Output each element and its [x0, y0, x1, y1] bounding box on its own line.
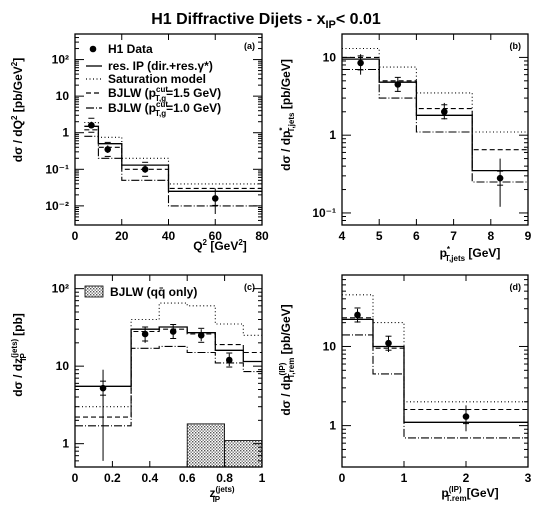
legend-label-bjlw10: BJLW (pcut T,g=1.0 GeV): [108, 100, 221, 118]
x-tick-label: 0.8: [216, 471, 233, 485]
x-tick-label: 6: [413, 229, 420, 243]
x-tick-label: 4: [339, 229, 346, 243]
y-tick-label: 1: [62, 126, 69, 140]
y-tick-label: 10⁻¹: [45, 162, 69, 176]
data-point: [354, 311, 361, 319]
x-tick-label: 1: [259, 471, 266, 485]
data-point: [141, 330, 149, 338]
data-point: [141, 165, 149, 173]
histogram-dotted: [84, 121, 262, 185]
x-tick-label: 0.6: [179, 471, 196, 485]
legend-label-data: H1 Data: [108, 42, 153, 56]
y-tick-label: 10: [56, 359, 70, 373]
x-tick-label: 0.4: [141, 471, 158, 485]
data-point: [211, 195, 219, 202]
legend-swatch-qq: [84, 285, 104, 298]
y-tick-label: 10²: [52, 53, 69, 67]
panel-label-c: (c): [244, 282, 255, 292]
data-point: [496, 174, 504, 182]
x-tick-label: 1: [401, 471, 408, 485]
panel-label-d: (d): [510, 282, 522, 292]
data-point: [357, 59, 364, 67]
x-tick-label: 0: [339, 471, 346, 485]
data-point: [394, 81, 402, 88]
x-tick-label: 0: [72, 229, 79, 243]
y-tick-label: 10: [323, 339, 337, 353]
figure-title: H1 Diffractive Dijets - xIP< 0.01: [151, 11, 381, 31]
x-tick-label: 0.2: [104, 471, 121, 485]
histogram-dashed: [342, 317, 528, 411]
legend-label-resip: res. IP (dir.+res.γ*): [108, 59, 213, 73]
histogram-dashed: [342, 56, 528, 151]
xlabel-d: p(IP) T.rem[GeV]: [441, 485, 498, 503]
data-point: [104, 146, 112, 153]
histogram-solid: [84, 125, 262, 192]
x-tick-label: 2: [463, 471, 470, 485]
data-point: [462, 413, 470, 420]
ylabel-a: dσ / dQ2 [pb/GeV2]: [10, 58, 25, 162]
xlabel-c: z(jets) IP: [209, 485, 234, 504]
data-point: [197, 332, 205, 339]
y-tick-label: 1: [62, 437, 69, 451]
histogram-solid: [342, 58, 528, 172]
y-tick-label: 10⁻¹: [312, 206, 336, 220]
histogram-dashed: [75, 328, 262, 418]
ylabel-d: dσ / dp(IP)T,rem [pb/GeV]: [278, 304, 296, 415]
y-tick-label: 10⁻²: [45, 199, 69, 213]
x-tick-label: 8: [487, 229, 494, 243]
xlabel-b: p* T,jets [GeV]: [440, 245, 501, 263]
data-point: [99, 384, 107, 392]
plot-frame-d: [341, 274, 529, 468]
y-tick-label: 10²: [52, 282, 69, 296]
panel-label-b: (b): [510, 41, 522, 51]
qq-only-bin: [224, 440, 263, 468]
data-point: [385, 339, 392, 347]
panel-b: 4 5 6 7 8 9 10 1 10⁻¹ (b): [312, 33, 532, 243]
data-point: [169, 328, 177, 335]
data-point: [441, 108, 448, 116]
x-tick-label: 20: [115, 229, 129, 243]
x-tick-label: 60: [209, 229, 223, 243]
panel-a: 0 20 40 60 80 10² 10 1 10⁻¹ 10⁻² (a): [45, 33, 269, 243]
data-point: [88, 121, 95, 129]
y-tick-label: 1: [329, 128, 336, 142]
histogram-dashdot: [84, 135, 262, 207]
data-point: [225, 356, 233, 364]
plot-frame-b: [341, 33, 529, 226]
y-tick-label: 10: [323, 50, 337, 64]
x-tick-label: 7: [450, 229, 457, 243]
histogram-dotted: [342, 47, 528, 133]
y-tick-label: 10: [56, 89, 70, 103]
x-tick-label: 80: [255, 229, 269, 243]
panel-c: 0 0.2 0.4 0.6 0.8 1 10² 10 1 (c): [52, 274, 266, 485]
histogram-dotted: [342, 294, 528, 403]
x-tick-label: 3: [525, 471, 532, 485]
histogram-dashed: [84, 129, 262, 189]
ylabel-c: dσ / dz(jets)IP [pb]: [10, 313, 28, 397]
x-tick-label: 9: [525, 229, 532, 243]
x-tick-label: 0: [72, 471, 79, 485]
histogram-dashdot: [342, 334, 528, 439]
legend-label-qq: BJLW (qq̄ only): [110, 285, 197, 299]
panel-label-a: (a): [244, 41, 255, 51]
x-tick-label: 40: [162, 229, 176, 243]
y-tick-label: 1: [329, 419, 336, 433]
legend-label-sat: Saturation model: [108, 72, 206, 86]
ylabel-b: dσ / dp*T,jets [pb/GeV]: [278, 59, 296, 171]
histogram-dashdot: [342, 68, 528, 183]
legend: H1 Data res. IP (dir.+res.γ*) Saturation…: [86, 42, 221, 118]
legend-qq: BJLW (qq̄ only): [84, 285, 197, 299]
histogram-dotted: [75, 302, 262, 408]
legend-label-bjlw15: BJLW (pcut T,g=1.5 GeV): [108, 85, 221, 103]
x-tick-label: 5: [376, 229, 383, 243]
histogram-dashdot: [75, 345, 262, 427]
panel-d: 0 1 2 3 10 1 (d): [323, 274, 532, 485]
plot-frame-c: [74, 274, 263, 468]
qq-only-bin: [186, 423, 225, 468]
legend-marker-data: [89, 45, 97, 53]
xlabel-a: Q2 [GeV2]: [193, 238, 247, 253]
